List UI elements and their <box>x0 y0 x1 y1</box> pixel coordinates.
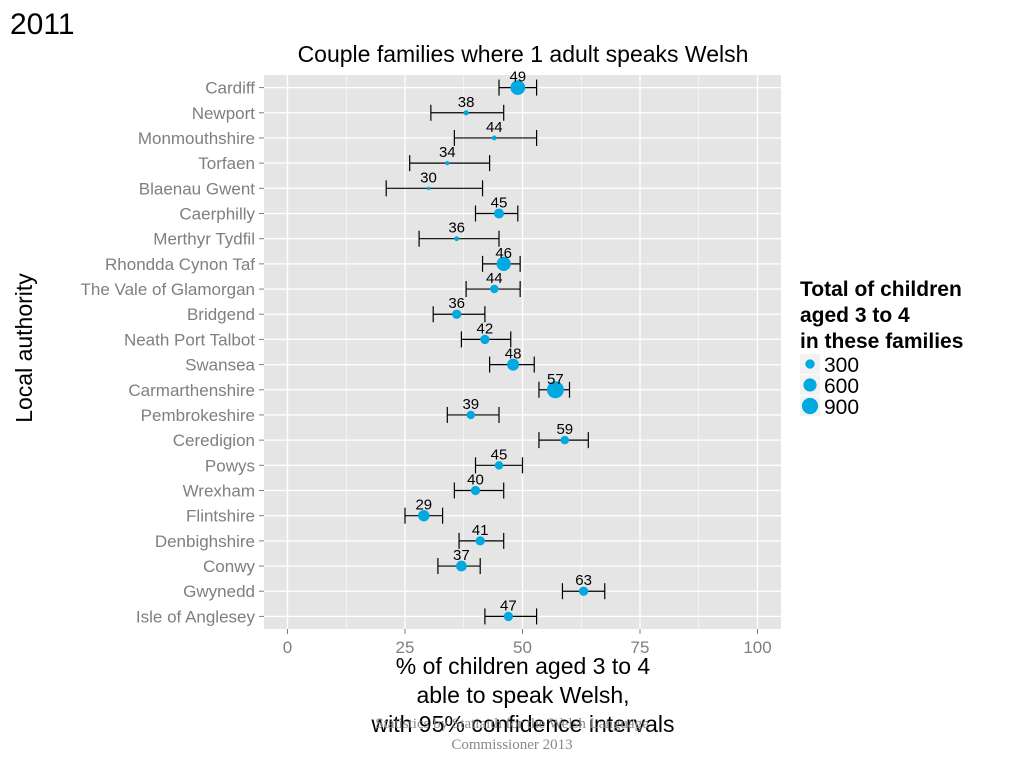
y-tick-wrexham: Wrexham <box>183 482 255 501</box>
legend-label-600: 600 <box>824 375 859 398</box>
legend-label-300: 300 <box>824 354 859 377</box>
point-torfaen <box>445 161 450 166</box>
value-label-monmouthshire: 44 <box>486 119 503 136</box>
point-isle-of-anglesey <box>503 611 514 622</box>
legend-title-line-3: in these families <box>800 330 963 353</box>
year-label: 2011 <box>10 8 75 41</box>
value-label-conwy: 37 <box>453 547 470 564</box>
y-tick-monmouthshire: Monmouthshire <box>138 129 255 148</box>
value-label-powys: 45 <box>491 446 508 463</box>
value-label-torfaen: 34 <box>439 144 456 161</box>
value-label-merthyr-tydfil: 36 <box>448 220 465 237</box>
value-label-ceredigion: 59 <box>556 421 573 438</box>
y-axis-ticks: Cardiff Newport Monmouthshire Torfaen Blaena… <box>81 79 264 626</box>
value-label-swansea: 48 <box>505 346 522 363</box>
x-axis-title-line-3: with 95% confidence intervals <box>371 711 675 737</box>
value-label-cardiff: 49 <box>509 69 526 86</box>
y-tick-pembrokeshire: Pembrokeshire <box>141 406 255 425</box>
y-tick-ceredigion: Ceredigion <box>173 431 255 450</box>
point-conwy <box>456 560 467 572</box>
point-ceredigion <box>560 435 570 445</box>
point-the-vale-of-glamorgan <box>490 284 499 294</box>
value-label-neath-port-talbot: 42 <box>477 320 494 337</box>
point-newport <box>463 110 469 116</box>
y-tick-neath-port-talbot: Neath Port Talbot <box>124 330 255 349</box>
y-tick-blaenau-gwent: Blaenau Gwent <box>139 179 256 198</box>
legend-title-line-2: aged 3 to 4 <box>800 304 910 327</box>
y-tick-torfaen: Torfaen <box>198 154 255 173</box>
point-merthyr-tydfil <box>454 236 460 242</box>
value-label-denbighshire: 41 <box>472 522 489 539</box>
y-tick-newport: Newport <box>192 104 256 123</box>
y-tick-caerphilly: Caerphilly <box>179 205 255 224</box>
point-swansea <box>507 358 520 371</box>
y-tick-denbighshire: Denbighshire <box>155 532 255 551</box>
x-tick-50: 50 <box>513 638 532 657</box>
point-cardiff <box>510 80 526 95</box>
point-monmouthshire <box>491 135 497 141</box>
legend-point-300 <box>805 359 815 369</box>
x-axis-title-line-2: able to speak Welsh, <box>416 682 629 708</box>
value-label-gwynedd: 63 <box>575 572 592 589</box>
x-tick-0: 0 <box>283 638 292 657</box>
y-tick-swansea: Swansea <box>185 356 255 375</box>
value-label-wrexham: 40 <box>467 472 484 489</box>
chart-title: Couple families where 1 adult speaks Wel… <box>298 41 749 67</box>
confidence-intervals <box>385 79 606 625</box>
value-label-the-vale-of-glamorgan: 44 <box>486 270 503 287</box>
y-tick-the-vale-of-glamorgan: The Vale of Glamorgan <box>81 280 256 299</box>
x-tick-25: 25 <box>396 638 415 657</box>
x-axis-title-line-1: % of children aged 3 to 4 <box>396 653 651 679</box>
x-tick-75: 75 <box>631 638 650 657</box>
y-tick-bridgend: Bridgend <box>187 305 255 324</box>
ci-blaenau-gwent <box>385 180 484 197</box>
value-label-pembrokeshire: 39 <box>462 396 479 413</box>
point-gwynedd <box>578 586 589 596</box>
y-tick-rhondda-cynon-taf: Rhondda Cynon Taf <box>105 255 255 274</box>
x-axis-ticks: 0 25 50 75 100 <box>283 629 772 657</box>
legend-point-900 <box>801 397 819 415</box>
point-bridgend <box>452 309 462 319</box>
y-tick-isle-of-anglesey: Isle of Anglesey <box>136 607 256 626</box>
value-label-newport: 38 <box>458 94 475 111</box>
value-label-flintshire: 29 <box>415 497 432 514</box>
y-tick-cardiff: Cardiff <box>205 79 255 98</box>
data-points <box>418 80 589 622</box>
legend-title-line-1: Total of children <box>800 278 962 301</box>
y-tick-merthyr-tydfil: Merthyr Tydfil <box>153 230 255 249</box>
point-rhondda-cynon-taf <box>496 256 511 271</box>
legend-point-600 <box>803 378 817 392</box>
x-tick-100: 100 <box>743 638 771 657</box>
point-wrexham <box>470 485 481 496</box>
ci-torfaen <box>409 155 491 172</box>
point-carmarthenshire <box>546 381 564 399</box>
size-legend: Total of children aged 3 to 4 in these f… <box>800 278 963 419</box>
point-powys <box>494 461 504 470</box>
value-label-bridgend: 36 <box>448 295 465 312</box>
value-label-blaenau-gwent: 30 <box>420 169 437 186</box>
point-denbighshire <box>475 536 485 546</box>
y-tick-powys: Powys <box>205 456 255 475</box>
value-label-rhondda-cynon-taf: 46 <box>495 245 512 262</box>
source-credit: Statistics by Statiaith for the Welsh La… <box>375 716 649 753</box>
point-blaenau-gwent <box>426 186 431 191</box>
y-tick-flintshire: Flintshire <box>186 507 255 526</box>
value-label-isle-of-anglesey: 47 <box>500 597 517 614</box>
point-caerphilly <box>493 208 505 219</box>
y-axis-title: Local authority <box>11 273 37 423</box>
legend-label-900: 900 <box>824 396 859 419</box>
y-tick-gwynedd: Gwynedd <box>183 582 255 601</box>
y-tick-carmarthenshire: Carmarthenshire <box>128 381 255 400</box>
point-pembrokeshire <box>466 410 476 420</box>
point-neath-port-talbot <box>480 334 490 345</box>
value-label-caerphilly: 45 <box>491 195 508 212</box>
value-label-carmarthenshire: 57 <box>547 371 564 388</box>
point-flintshire <box>418 509 430 522</box>
y-tick-conwy: Conwy <box>203 557 255 576</box>
